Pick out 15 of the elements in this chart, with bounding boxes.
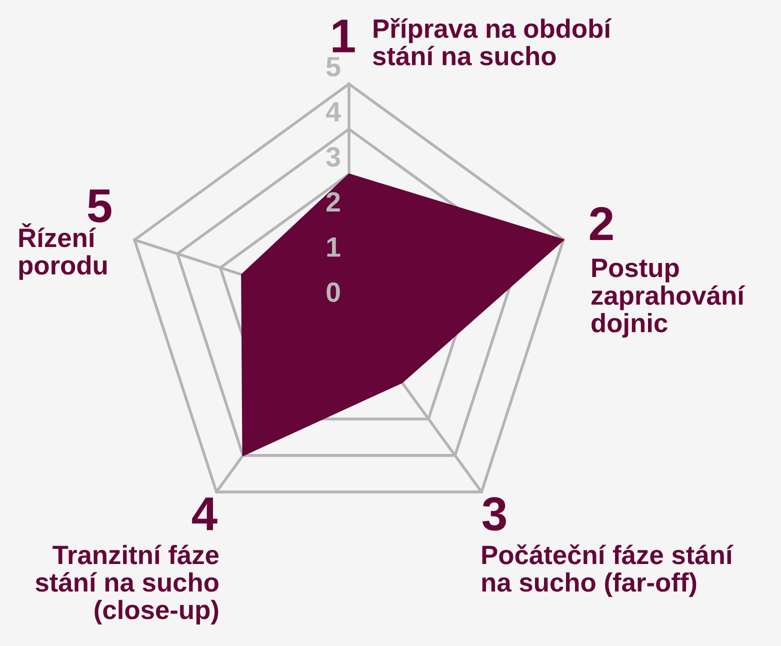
- y-tick-label: 3: [326, 147, 340, 167]
- y-tick-label: 1: [327, 238, 340, 257]
- text: 3: [482, 497, 506, 531]
- spoke-label: Příprava na období stání na sucho: [372, 18, 612, 66]
- spoke-label: Tranzitní fáze stání na sucho (close-up): [36, 544, 219, 624]
- text: 5: [88, 190, 112, 222]
- y-tick-label: 5: [326, 57, 340, 77]
- spoke-label: Řízení porodu: [19, 223, 107, 280]
- y-tick-label: 2: [326, 192, 340, 212]
- y-tick-label: 0: [326, 282, 340, 302]
- text: 4: [192, 498, 218, 530]
- text: 2: [590, 207, 613, 240]
- y-tick-label: 4: [326, 102, 341, 122]
- spoke-label: Počáteční fáze stání na sucho (far-off): [482, 544, 734, 597]
- spoke-label: Postup zaprahování dojnic: [592, 258, 746, 338]
